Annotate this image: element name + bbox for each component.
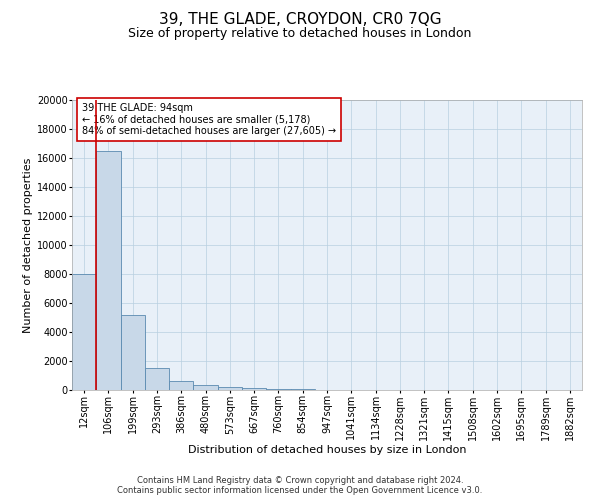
Bar <box>121 314 145 390</box>
Text: Size of property relative to detached houses in London: Size of property relative to detached ho… <box>128 28 472 40</box>
Bar <box>290 389 315 390</box>
Text: 39, THE GLADE, CROYDON, CR0 7QG: 39, THE GLADE, CROYDON, CR0 7QG <box>158 12 442 28</box>
Text: Contains HM Land Registry data © Crown copyright and database right 2024.
Contai: Contains HM Land Registry data © Crown c… <box>118 476 482 495</box>
Bar <box>242 388 266 390</box>
Bar <box>266 388 290 390</box>
Bar <box>145 368 169 390</box>
Bar <box>72 274 96 390</box>
Bar <box>218 387 242 390</box>
Text: 39 THE GLADE: 94sqm
← 16% of detached houses are smaller (5,178)
84% of semi-det: 39 THE GLADE: 94sqm ← 16% of detached ho… <box>82 103 337 136</box>
X-axis label: Distribution of detached houses by size in London: Distribution of detached houses by size … <box>188 445 466 455</box>
Bar <box>96 151 121 390</box>
Bar <box>169 382 193 390</box>
Y-axis label: Number of detached properties: Number of detached properties <box>23 158 33 332</box>
Bar <box>193 386 218 390</box>
